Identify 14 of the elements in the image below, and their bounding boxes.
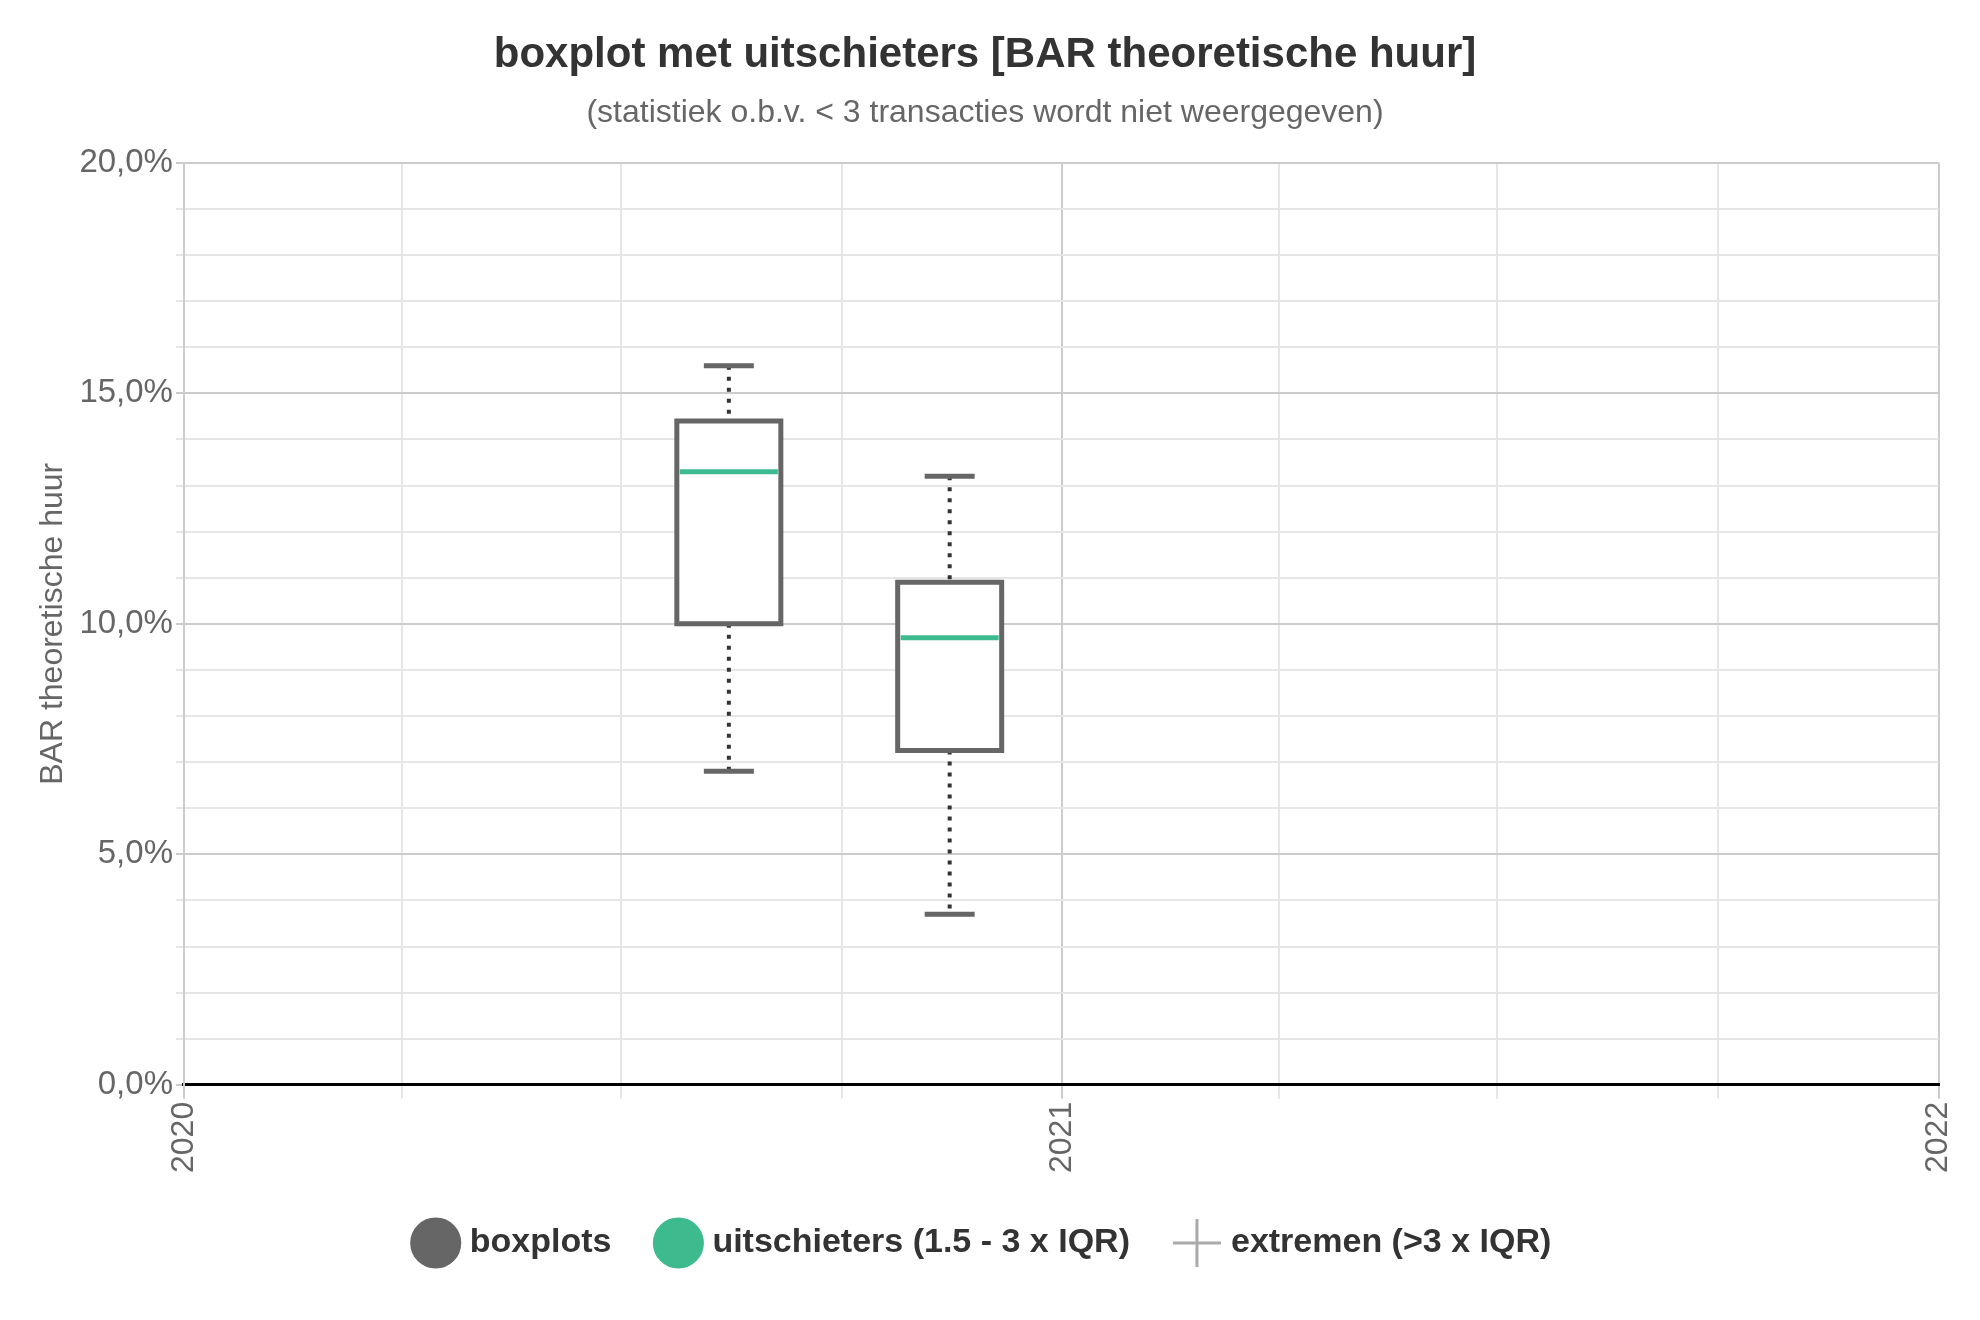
chart-subtitle: (statistiek o.b.v. < 3 transacties wordt niet weergegeven) [586, 93, 1384, 130]
x-tick-label: 2022 [1918, 1101, 1955, 1173]
y-tick-label: 15,0% [79, 372, 173, 410]
legend-label: extremen (>3 x IQR) [1230, 1221, 1552, 1260]
legend-label: uitschieters (1.5 - 3 x IQR) [712, 1221, 1130, 1260]
chart-title: boxplot met uitschieters [BAR theoretische huur] [493, 28, 1477, 76]
y-tick-label: 5,0% [97, 833, 173, 871]
y-tick-label: 20,0% [79, 141, 173, 179]
y-tick-label: 0,0% [97, 1063, 173, 1101]
legend-label: boxplots [469, 1221, 612, 1260]
x-tick-label: 2020 [163, 1101, 200, 1173]
y-axis-title: BAR theoretische huur [33, 462, 70, 785]
y-tick-label: 10,0% [79, 602, 173, 640]
x-tick-label: 2021 [1042, 1101, 1079, 1173]
